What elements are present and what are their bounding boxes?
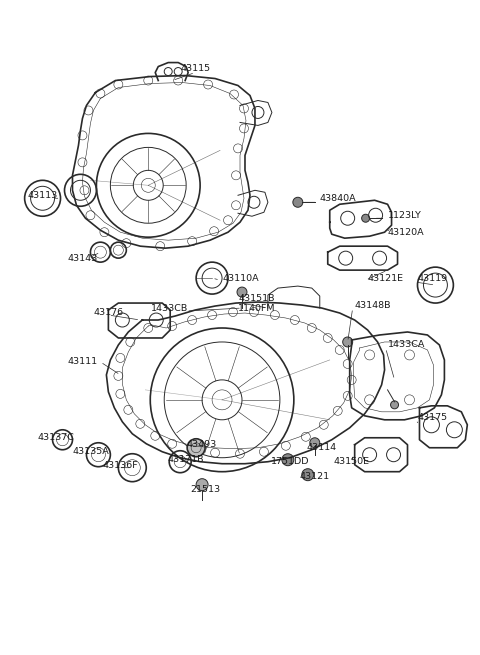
Text: 43143: 43143 [67,253,97,263]
Text: 43120A: 43120A [387,228,424,236]
Text: 1751DD: 1751DD [271,457,309,466]
Circle shape [343,337,353,347]
Text: 43493: 43493 [187,440,217,449]
Text: 43148B: 43148B [355,301,391,310]
Text: 43150E: 43150E [334,457,370,466]
Text: 1433CA: 1433CA [387,341,425,350]
Text: 43113: 43113 [27,191,58,200]
Circle shape [237,287,247,297]
Circle shape [391,401,398,409]
Text: 43136F: 43136F [103,461,138,470]
Text: 1433CB: 1433CB [151,303,188,312]
Circle shape [293,197,303,207]
Circle shape [361,214,370,222]
Text: 43151B: 43151B [238,293,275,303]
Circle shape [310,438,320,448]
Text: 43119: 43119 [418,274,448,282]
Text: 43121E: 43121E [368,274,404,282]
Circle shape [187,439,205,457]
Text: 1123LY: 1123LY [387,211,421,219]
Text: 21513: 21513 [190,485,220,494]
Text: 43176: 43176 [93,308,123,316]
Circle shape [196,479,208,491]
Text: 43121: 43121 [300,472,330,481]
Circle shape [302,469,314,481]
Text: 43110A: 43110A [222,274,259,282]
Text: 43840A: 43840A [320,194,356,203]
Text: 43115: 43115 [180,64,210,73]
Text: 1140FM: 1140FM [238,303,276,312]
Text: 43111: 43111 [67,358,97,366]
Circle shape [282,454,294,466]
Text: 43137C: 43137C [37,433,74,442]
Text: 43114: 43114 [307,443,337,452]
Text: 43171B: 43171B [168,455,204,464]
Text: 43175: 43175 [418,413,448,422]
Text: 43135A: 43135A [72,447,109,457]
